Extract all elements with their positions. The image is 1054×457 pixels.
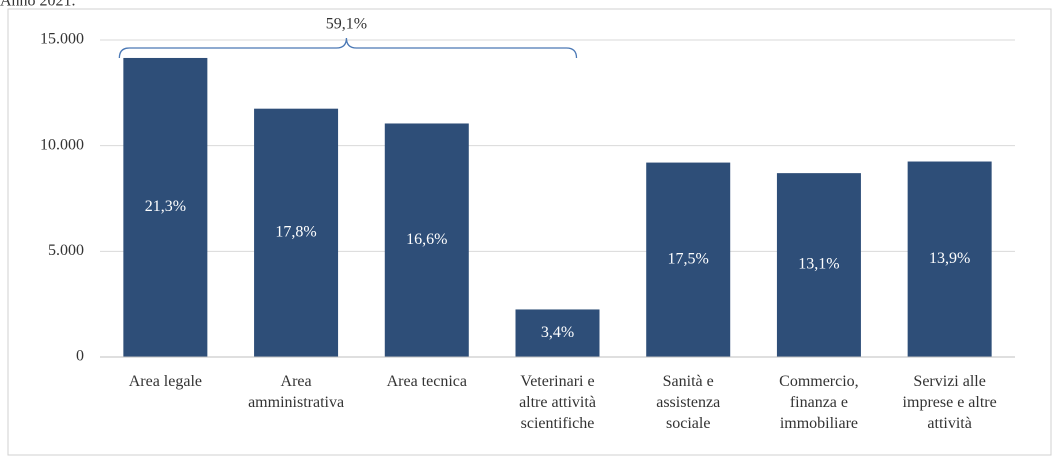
x-tick-label: Veterinari e altre attività scientifiche — [519, 373, 596, 432]
bar — [515, 309, 600, 357]
bar — [907, 161, 992, 357]
x-tick-label: Servizi alle imprese e altre attività — [903, 373, 997, 432]
y-tick-label: 0 — [76, 348, 84, 365]
y-tick-label: 5.000 — [48, 242, 84, 259]
bar — [123, 57, 208, 358]
x-tick-label: Commercio, finanza e immobiliare — [779, 373, 859, 432]
bar-share-label: 3,4% — [541, 324, 574, 341]
bracket-label: 59,1% — [326, 16, 367, 33]
bar — [384, 123, 469, 357]
x-tick-label: Area legale — [129, 373, 202, 390]
chart-frame — [7, 8, 1052, 456]
bar-share-label: 17,5% — [668, 250, 709, 267]
bar — [254, 108, 339, 357]
x-tick-label: Area tecnica — [387, 373, 467, 390]
x-tick-label: Sanità e assistenza sociale — [656, 373, 720, 432]
y-tick-label: 10.000 — [40, 136, 84, 153]
bar-share-label: 13,9% — [929, 250, 970, 267]
bar-share-label: 13,1% — [798, 256, 839, 273]
bar-share-label: 17,8% — [275, 224, 316, 241]
bar-share-label: 16,6% — [406, 231, 447, 248]
bar — [646, 162, 731, 357]
bar — [776, 173, 861, 357]
bracket — [118, 37, 578, 59]
chart-title: Anno 2021. — [0, 0, 76, 10]
y-tick-label: 15.000 — [40, 31, 84, 48]
bar-share-label: 21,3% — [145, 198, 186, 215]
x-tick-label: Area amministrativa — [248, 373, 344, 411]
